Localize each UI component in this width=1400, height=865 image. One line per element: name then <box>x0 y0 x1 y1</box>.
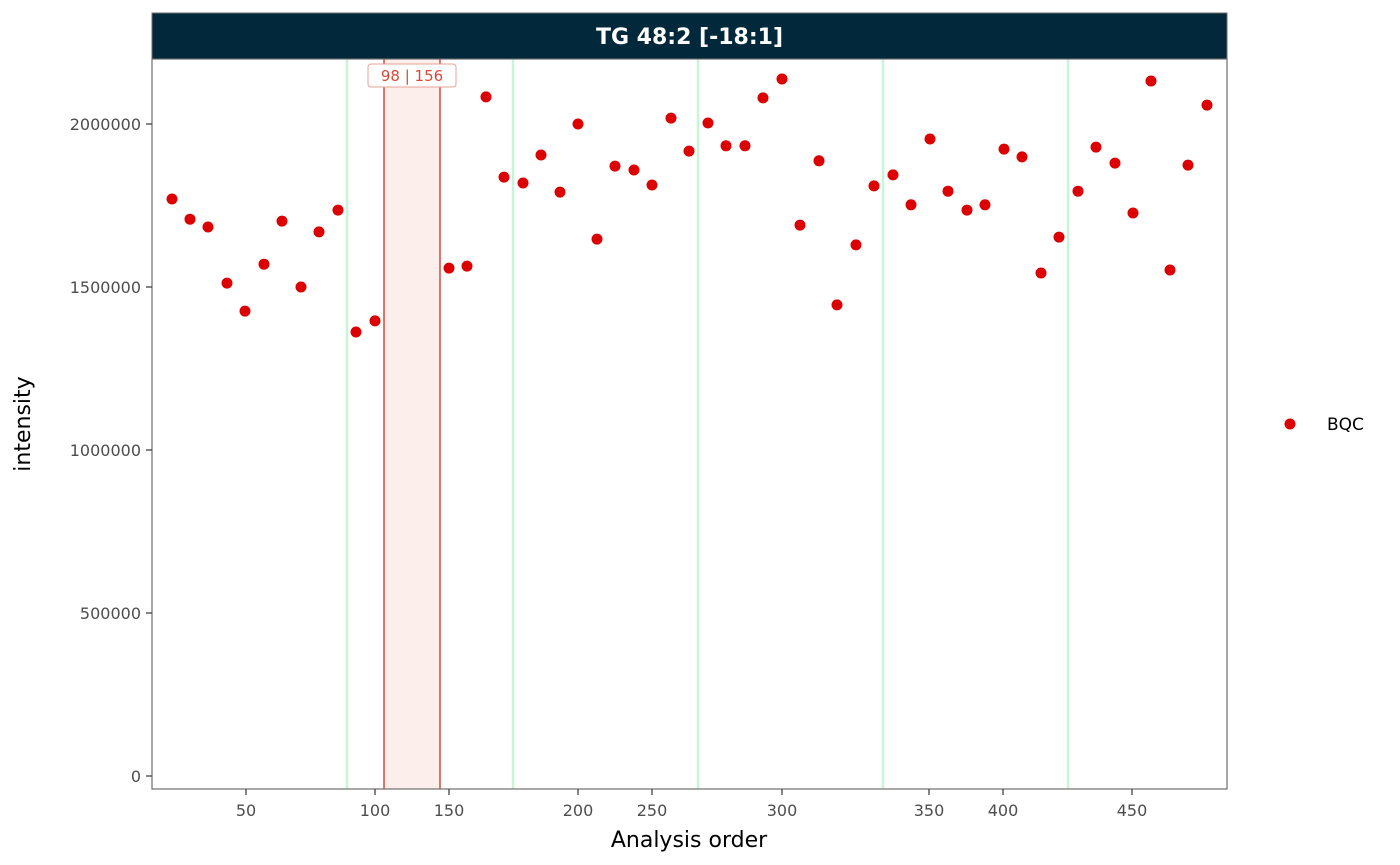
panel-border <box>151 58 1228 790</box>
legend-key <box>1284 418 1296 430</box>
data-point <box>258 258 270 270</box>
data-point <box>1127 207 1139 219</box>
data-point <box>739 140 751 152</box>
data-point <box>628 164 640 176</box>
data-point <box>905 199 917 211</box>
data-point <box>535 149 547 161</box>
data-point <box>461 260 473 272</box>
y-tick-label: 0 <box>131 767 141 786</box>
data-point <box>184 213 196 225</box>
data-point <box>609 160 621 172</box>
data-point <box>1145 75 1157 87</box>
legend-label: BQC <box>1327 415 1364 435</box>
data-point <box>1035 267 1047 279</box>
data-point <box>350 326 362 338</box>
data-point <box>998 143 1010 155</box>
data-point <box>665 112 677 124</box>
data-point <box>313 226 325 238</box>
data-point <box>850 239 862 251</box>
data-point <box>720 140 732 152</box>
y-axis-title: intensity <box>11 376 36 471</box>
y-tick-label: 1000000 <box>70 441 141 460</box>
x-tick-label: 400 <box>988 801 1019 820</box>
data-point <box>1016 151 1028 163</box>
x-axis-title: Analysis order <box>611 828 768 853</box>
data-point <box>221 277 233 289</box>
data-point <box>1164 264 1176 276</box>
x-tick-label: 150 <box>434 801 465 820</box>
data-point <box>887 169 899 181</box>
band-label-text: 98 | 156 <box>381 67 443 85</box>
y-tick-label: 500000 <box>80 604 141 623</box>
data-point <box>1053 231 1065 243</box>
x-tick-label: 450 <box>1117 801 1148 820</box>
data-point <box>276 215 288 227</box>
data-point <box>813 155 825 167</box>
data-point <box>868 180 880 192</box>
data-points <box>166 73 1213 338</box>
data-point <box>794 219 806 231</box>
data-point <box>202 221 214 233</box>
x-tick-label: 300 <box>767 801 798 820</box>
x-tick-label: 100 <box>360 801 391 820</box>
data-point <box>757 92 769 104</box>
data-point <box>1090 141 1102 153</box>
band-label: 98 | 156 <box>367 63 457 88</box>
data-point <box>646 179 658 191</box>
data-point <box>979 199 991 211</box>
data-point <box>1072 185 1084 197</box>
data-point <box>924 133 936 145</box>
legend: BQC <box>1284 415 1364 435</box>
data-point <box>683 145 695 157</box>
data-point <box>443 262 455 274</box>
y-tick-label: 1500000 <box>70 278 141 297</box>
band-label-box <box>367 63 457 88</box>
x-tick-label: 250 <box>637 801 668 820</box>
band-fill <box>384 59 440 789</box>
x-axis: 50 100 150 200 250 300 350 400 450 <box>236 789 1147 820</box>
batch-lines <box>345 59 1070 789</box>
data-point <box>369 315 381 327</box>
y-axis: 0 500000 1000000 1500000 2000000 <box>70 115 152 786</box>
data-point <box>239 305 251 317</box>
facet-strip <box>151 12 1228 60</box>
chart-title: TG 48:2 [-18:1] <box>596 25 783 50</box>
data-point <box>480 91 492 103</box>
data-point <box>1182 159 1194 171</box>
data-point <box>831 299 843 311</box>
y-tick-label: 2000000 <box>70 115 141 134</box>
x-tick-label: 200 <box>563 801 594 820</box>
data-point <box>498 171 510 183</box>
data-point <box>1201 99 1213 111</box>
data-point <box>942 185 954 197</box>
data-point <box>332 204 344 216</box>
data-point <box>591 233 603 245</box>
x-tick-label: 350 <box>914 801 945 820</box>
data-point <box>702 117 714 129</box>
data-point <box>517 177 529 189</box>
data-point <box>1109 157 1121 169</box>
data-point <box>961 204 973 216</box>
data-point <box>776 73 788 85</box>
data-point <box>572 118 584 130</box>
highlight-band <box>383 59 441 789</box>
x-tick-label: 50 <box>236 801 256 820</box>
data-point <box>554 186 566 198</box>
data-point <box>295 281 307 293</box>
data-point <box>166 193 178 205</box>
